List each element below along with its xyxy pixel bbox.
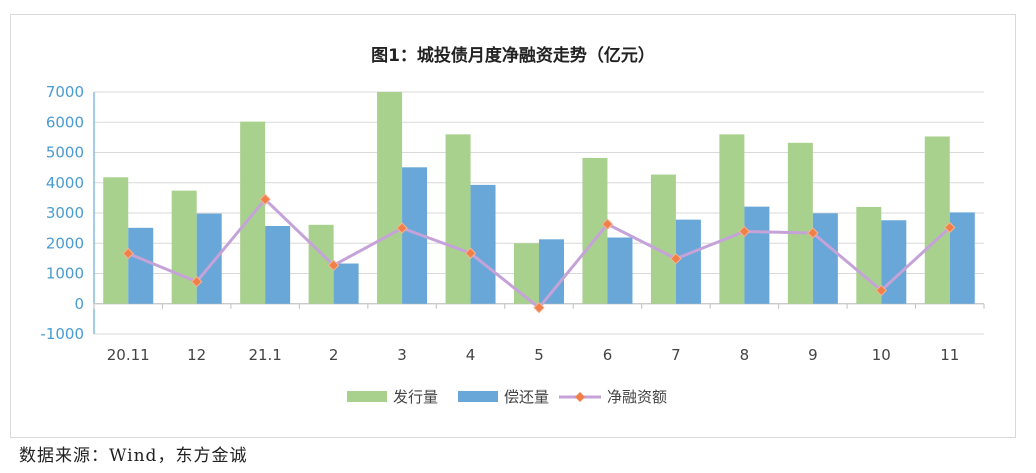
x-tick-label: 8 <box>740 346 750 364</box>
legend-issuance-label: 发行量 <box>393 388 438 406</box>
y-tick-label: 2000 <box>46 234 84 252</box>
y-tick-label: 6000 <box>46 113 84 131</box>
bar-repayment <box>675 219 701 304</box>
x-tick-label: 10 <box>872 346 891 364</box>
y-tick-label: 5000 <box>46 144 84 162</box>
bar-issuance <box>514 243 539 304</box>
net-financing-point <box>533 301 545 314</box>
bar-issuance <box>787 142 813 304</box>
x-tick-label: 9 <box>808 346 818 364</box>
bar-issuance <box>377 92 403 304</box>
bar-issuance <box>719 134 745 304</box>
net-financing-point <box>327 259 340 272</box>
y-tick-label: 4000 <box>46 174 84 192</box>
x-tick-label: 4 <box>466 346 476 364</box>
net-financing-point <box>738 225 751 238</box>
legend-net-financing-marker <box>575 392 585 402</box>
x-tick-label: 2 <box>329 346 339 364</box>
y-tick-label: 7000 <box>46 83 84 101</box>
y-tick-label: 3000 <box>46 204 84 222</box>
bar-repayment <box>470 184 496 304</box>
bar-issuance <box>103 177 129 304</box>
bar-repayment <box>607 237 633 304</box>
x-tick-label: 3 <box>397 346 407 364</box>
bar-issuance <box>171 190 197 304</box>
x-tick-label: 11 <box>940 346 959 364</box>
legend-net-financing-label: 净融资额 <box>607 388 667 406</box>
net-financing-point <box>190 275 203 288</box>
x-tick-label: 21.1 <box>248 346 281 364</box>
x-tick-label: 5 <box>534 346 544 364</box>
bar-repayment <box>196 213 222 304</box>
net-financing-point <box>122 247 134 260</box>
legend-repayment-label: 偿还量 <box>504 388 549 406</box>
chart-canvas: -1000 0 1000 2000 3000 4000 5000 6000 7000 20.11 1… <box>40 83 985 406</box>
x-tick-label: 12 <box>187 346 206 364</box>
net-financing-point <box>670 252 682 265</box>
bar-repayment <box>265 226 291 304</box>
net-financing-point <box>875 284 888 297</box>
chart-title: 图1：城投债月度净融资走势（亿元） <box>371 46 655 66</box>
y-tick-label: 0 <box>74 295 84 313</box>
bar-issuance <box>924 136 950 304</box>
legend-issuance-swatch <box>347 391 387 402</box>
x-tick-label: 7 <box>671 346 681 364</box>
x-tick-label: 20.11 <box>107 346 150 364</box>
net-financing-point <box>396 222 408 234</box>
x-tick-label: 6 <box>603 346 613 364</box>
net-financing-point <box>944 221 956 234</box>
bar-repayment <box>128 227 154 304</box>
y-tick-label: 1000 <box>46 265 84 283</box>
chart-frame: 图1：城投债月度净融资走势（亿元） -1000 0 1000 2000 3000 4000… <box>10 14 1016 438</box>
net-financing-point <box>601 218 614 230</box>
legend-repayment-swatch <box>458 391 498 402</box>
bar-issuance <box>650 174 676 304</box>
y-tick-label: -1000 <box>40 325 84 343</box>
net-financing-point <box>259 193 271 206</box>
bar-repayment <box>333 263 359 304</box>
net-financing-point <box>464 247 477 259</box>
bar-issuance <box>445 134 471 304</box>
source-note: 数据来源：Wind，东方金诚 <box>19 446 248 466</box>
net-financing-point <box>807 227 819 239</box>
bar-repayment <box>812 213 838 304</box>
bar-repayment <box>744 206 770 304</box>
